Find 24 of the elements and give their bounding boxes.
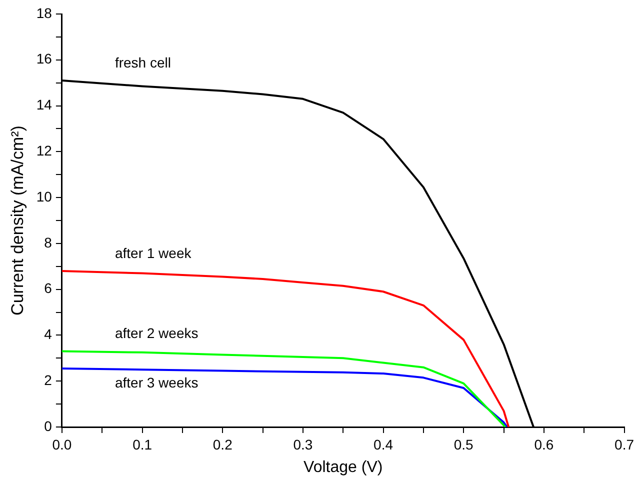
y-tick-label: 10 [36,188,52,204]
x-tick-label: 0.7 [614,436,634,452]
x-axis-title: Voltage (V) [304,458,383,476]
x-tick-label: 0.5 [454,436,474,452]
y-tick-label: 12 [36,142,52,159]
x-tick-label: 0.6 [534,436,554,452]
y-tick-label: 18 [36,4,52,21]
y-tick-label: 4 [44,326,52,342]
series-label: after 2 weeks [114,325,198,342]
y-tick-label: 0 [44,418,52,434]
series-label: after 3 weeks [114,374,198,390]
y-tick-label: 2 [44,372,52,388]
y-tick-label: 6 [44,280,52,296]
x-tick-label: 0.4 [374,436,394,452]
x-tick-label: 0.3 [293,436,313,452]
x-tick-label: 0.2 [212,436,233,452]
y-tick-label: 8 [44,234,52,250]
series-label: after 1 week [114,244,192,261]
y-tick-label: 14 [36,96,52,113]
y-axis-title: Current density (mA/cm²) [8,126,27,316]
y-tick-label: 16 [36,50,52,67]
x-tick-label: 0.1 [132,436,152,452]
series-label: fresh cell [114,54,172,70]
x-tick-label: 0.0 [52,436,72,452]
